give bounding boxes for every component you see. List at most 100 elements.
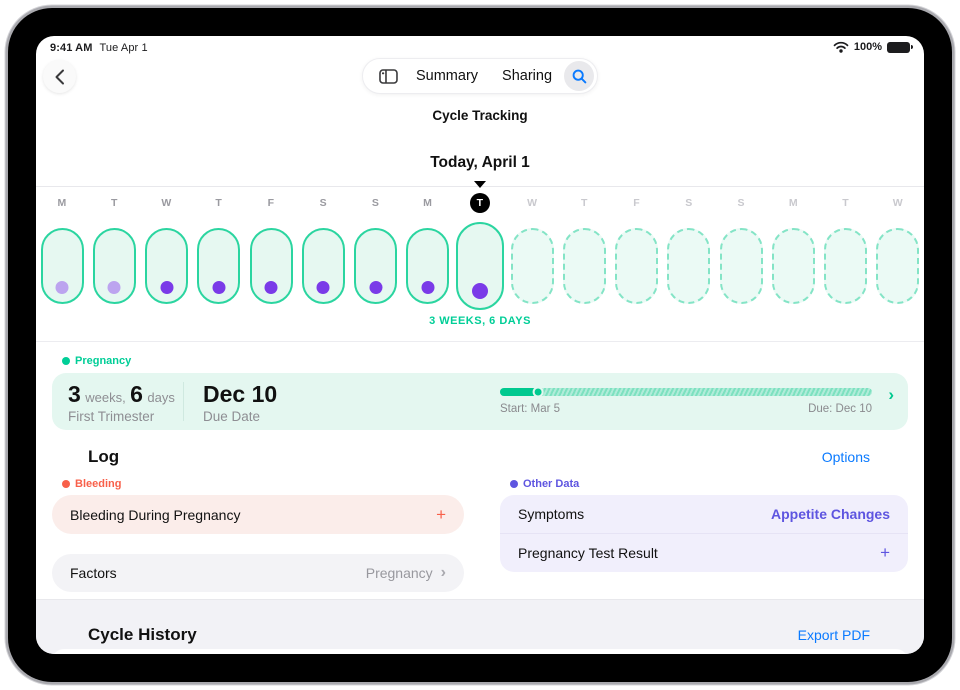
symptom-dot-icon <box>264 281 278 294</box>
day-oval <box>354 228 398 304</box>
other-data-dot-icon <box>510 480 518 488</box>
other-row-value[interactable]: Appetite Changes <box>770 506 890 522</box>
screen: 9:41 AM Tue Apr 1 100% <box>36 36 924 654</box>
days-unit: days <box>147 390 175 405</box>
export-pdf-button[interactable]: Export PDF <box>797 627 870 643</box>
day-oval <box>667 228 711 304</box>
timeline-day-13[interactable] <box>663 220 715 312</box>
symptom-dot-icon <box>55 281 69 294</box>
timeline-day-12[interactable] <box>611 220 663 312</box>
day-letter-text: F <box>633 197 641 209</box>
symptom-dot-icon <box>316 281 330 294</box>
timeline-day-17[interactable] <box>872 220 924 312</box>
day-letter: T <box>88 192 140 214</box>
day-oval <box>562 228 606 304</box>
pregnancy-dot-icon <box>62 357 70 365</box>
tab-sharing[interactable]: Sharing <box>502 68 553 84</box>
tab-summary[interactable]: Summary <box>415 68 479 84</box>
timeline-day-4[interactable] <box>193 220 245 312</box>
card-vertical-divider <box>183 382 184 421</box>
progress-start-label: Start: Mar 5 <box>500 403 561 415</box>
bleeding-section-label: Bleeding <box>62 478 121 490</box>
weeks-value: 3 <box>68 381 81 407</box>
day-letter: T <box>193 192 245 214</box>
day-letter-text: T <box>581 197 588 209</box>
search-button[interactable] <box>564 61 595 91</box>
options-button[interactable]: Options <box>821 449 870 465</box>
pregnancy-section-text: Pregnancy <box>75 355 132 367</box>
day-oval <box>249 228 293 304</box>
sidebar-toggle-button[interactable] <box>377 68 404 84</box>
day-oval <box>406 228 450 304</box>
progress-fill <box>500 388 538 396</box>
due-date-value: Dec 10 <box>203 381 278 407</box>
day-letter-text: S <box>319 197 327 209</box>
factors-row[interactable]: Factors Pregnancy › <box>52 554 464 592</box>
wifi-icon <box>833 41 849 53</box>
timeline-day-9[interactable] <box>454 220 506 312</box>
timeline-day-5[interactable] <box>245 220 297 312</box>
day-letter: T <box>558 192 610 214</box>
other-data-row-2[interactable]: Pregnancy Test Result + <box>500 533 908 571</box>
add-entry-button[interactable]: + <box>880 542 890 562</box>
timeline-day-16[interactable] <box>820 220 872 312</box>
timeline-day-10[interactable] <box>506 220 558 312</box>
due-date-caption: Due Date <box>203 409 261 424</box>
page-title: Cycle Tracking <box>432 108 528 123</box>
other-row-label: Symptoms <box>518 506 585 522</box>
timeline-day-8[interactable] <box>402 220 454 312</box>
timeline-day-7[interactable] <box>349 220 401 312</box>
cycle-history-card[interactable] <box>52 649 908 654</box>
symptom-dot-icon <box>107 281 121 294</box>
day-oval <box>197 228 241 304</box>
progress-due-label: Due: Dec 10 <box>808 403 872 415</box>
day-oval <box>455 222 504 310</box>
timeline-caption: 3 WEEKS, 6 DAYS <box>429 315 531 327</box>
progress-marker <box>532 386 544 398</box>
pregnancy-card[interactable]: 3 weeks, 6 days First Trimester Dec 10 D… <box>52 373 908 430</box>
factors-value: Pregnancy <box>365 565 433 581</box>
timeline-day-3[interactable] <box>140 220 192 312</box>
back-button[interactable] <box>43 60 76 93</box>
pregnancy-duration: 3 weeks, 6 days First Trimester <box>68 381 175 424</box>
day-oval <box>40 228 84 304</box>
timeline-days <box>36 220 924 312</box>
add-bleeding-button[interactable]: + <box>436 504 446 524</box>
timeline-day-11[interactable] <box>558 220 610 312</box>
due-date-block: Dec 10 Due Date <box>203 381 277 424</box>
day-letter-text: M <box>788 197 798 209</box>
other-data-row-1[interactable]: Symptoms Appetite Changes <box>500 495 908 533</box>
log-section-title: Log <box>88 447 120 466</box>
today-badge: T <box>469 193 490 213</box>
cycle-history-section: Cycle History Export PDF <box>36 599 924 654</box>
other-data-card: Symptoms Appetite Changes Pregnancy Test R… <box>500 495 908 572</box>
symptom-dot-icon <box>369 281 383 294</box>
day-letter-text: F <box>267 197 275 209</box>
timeline-day-14[interactable] <box>715 220 767 312</box>
timeline-day-2[interactable] <box>88 220 140 312</box>
other-data-section-text: Other Data <box>523 478 580 490</box>
day-oval <box>719 228 763 304</box>
symptom-dot-icon <box>421 281 435 294</box>
status-date: Tue Apr 1 <box>99 42 148 54</box>
timeline-day-6[interactable] <box>297 220 349 312</box>
timeline-day-1[interactable] <box>36 220 88 312</box>
day-letter: T <box>820 192 872 214</box>
pregnancy-duration-line: 3 weeks, 6 days <box>68 381 175 408</box>
today-header: Today, April 1 <box>430 154 530 171</box>
other-row-label: Pregnancy Test Result <box>518 544 658 561</box>
chevron-left-icon <box>54 69 65 85</box>
today-pointer-icon <box>474 181 486 188</box>
symptom-dot-icon <box>160 281 174 294</box>
status-bar: 9:41 AM Tue Apr 1 100% <box>36 36 924 58</box>
day-oval <box>301 228 345 304</box>
day-letter: S <box>663 192 715 214</box>
timeline-day-15[interactable] <box>767 220 819 312</box>
day-letter: W <box>140 192 192 214</box>
pregnancy-section-label: Pregnancy <box>62 355 131 367</box>
status-time-date: 9:41 AM Tue Apr 1 <box>50 42 148 54</box>
weeks-unit: weeks, <box>85 390 126 405</box>
bleeding-row[interactable]: Bleeding During Pregnancy + <box>52 495 464 534</box>
